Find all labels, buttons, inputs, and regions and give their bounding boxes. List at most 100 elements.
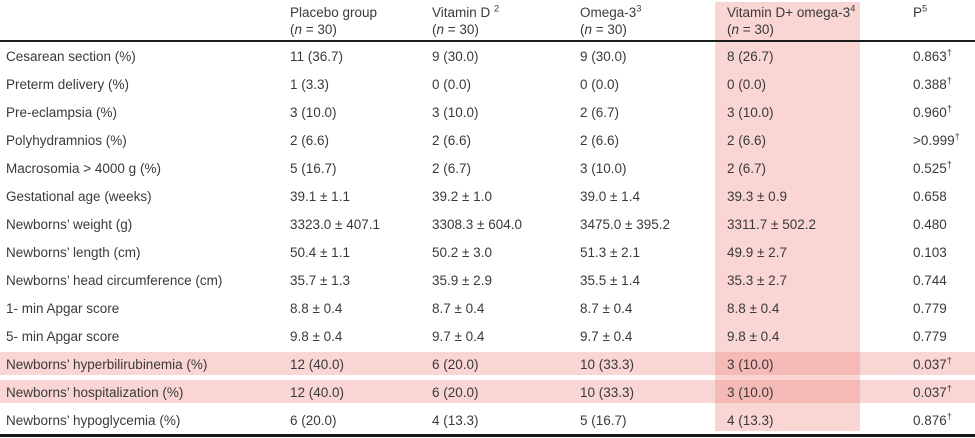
dagger-marker: † [946, 75, 952, 85]
value-cell: 39.2 ± 1.0 [432, 188, 492, 204]
value-cell: 9.8 ± 0.4 [727, 328, 780, 344]
row-label: Cesarean section (%) [6, 48, 136, 64]
col-header-empty [0, 0, 290, 42]
value-cell: 50.4 ± 1.1 [290, 244, 350, 260]
value-cell: 8.7 ± 0.4 [432, 300, 485, 316]
value-cell: 3 (10.0) [727, 104, 774, 120]
table-row: Newborns’ weight (g) 3323.0 ± 407.1 3308.3… [0, 210, 975, 238]
value-cell: 4 (13.3) [432, 406, 580, 437]
p-value-cell: 0.863† [913, 47, 952, 64]
value-cell: 35.9 ± 2.9 [432, 272, 492, 288]
value-cell: 35.7 ± 1.3 [290, 272, 350, 288]
row-label: 1- min Apgar score [6, 300, 120, 316]
value-cell: 50.2 ± 3.0 [432, 244, 492, 260]
table-row: Polyhydramnios (%) 2 (6.6) 2 (6.6) 2 (6.6) 2… [0, 126, 975, 154]
value-cell: 8.7 ± 0.4 [580, 300, 633, 316]
value-cell: 3323.0 ± 407.1 [290, 216, 380, 232]
footnote-marker: 5 [922, 3, 928, 14]
value-cell: 2 (6.6) [290, 132, 330, 148]
value-cell: 3 (10.0) [727, 356, 774, 372]
table-row: Newborns’ hypoglycemia (%) 6 (20.0) 4 (13.… [0, 406, 975, 437]
value-cell: 9.8 ± 0.4 [290, 328, 343, 344]
row-label: Newborns’ hospitalization (%) [6, 384, 184, 400]
value-cell: 2 (6.7) [432, 160, 472, 176]
table-row: 5- min Apgar score 9.8 ± 0.4 9.7 ± 0.4 9.7 … [0, 322, 975, 350]
p-value-cell: 0.480 [913, 216, 947, 232]
value-cell: 6 (20.0) [432, 356, 479, 372]
row-label: Newborns’ weight (g) [6, 216, 133, 232]
col-header-vitamin-d-omega-3: Vitamin D+ omega-34 (n = 30) [727, 0, 905, 42]
p-value-cell: 0.779 [913, 328, 947, 344]
value-cell: 8 (26.7) [727, 48, 774, 64]
row-label: Polyhydramnios (%) [6, 132, 127, 148]
value-cell: 3311.7 ± 502.2 [727, 216, 816, 232]
value-cell: 3308.3 ± 604.0 [432, 216, 522, 232]
value-cell: 0 (0.0) [580, 76, 620, 92]
value-cell: 3 (10.0) [290, 104, 337, 120]
value-cell: 4 (13.3) [727, 406, 905, 437]
value-cell: 8.8 ± 0.4 [727, 300, 780, 316]
table-body: Cesarean section (%) 11 (36.7) 9 (30.0) 9 (… [0, 41, 975, 437]
value-cell: 6 (20.0) [432, 384, 479, 400]
value-cell: 9.7 ± 0.4 [432, 328, 485, 344]
highlight-row-hospitalization [0, 380, 975, 403]
table-row: 1- min Apgar score 8.8 ± 0.4 8.7 ± 0.4 8.7 … [0, 294, 975, 322]
p-value-cell: 0.525† [913, 159, 952, 176]
table-row: Pre-eclampsia (%) 3 (10.0) 3 (10.0) 2 (6.7)… [0, 98, 975, 126]
value-cell: 6 (20.0) [290, 406, 432, 437]
value-cell: 3 (10.0) [727, 384, 774, 400]
value-cell: 35.3 ± 2.7 [727, 272, 787, 288]
col-header-placebo: Placebo group (n = 30) [290, 0, 432, 42]
value-cell: 10 (33.3) [580, 384, 635, 400]
value-cell: 5 (16.7) [580, 406, 727, 437]
row-label: Newborns’ length (cm) [6, 244, 141, 260]
table-row-highlighted: Newborns’ hyperbilirubinemia (%) 12 (40.0… [0, 350, 975, 378]
value-cell: 1 (3.3) [290, 76, 330, 92]
value-cell: 12 (40.0) [290, 384, 345, 400]
table-row: Gestational age (weeks) 39.1 ± 1.1 39.2 ± … [0, 182, 975, 210]
value-cell: 2 (6.6) [580, 132, 620, 148]
table-row: Newborns’ length (cm) 50.4 ± 1.1 50.2 ± 3.… [0, 238, 975, 266]
value-cell: 51.3 ± 2.1 [580, 244, 640, 260]
p-value-cell: 0.388† [913, 75, 952, 92]
value-cell: 11 (36.7) [290, 48, 344, 64]
col-header-label: Omega-3 [580, 5, 637, 20]
value-cell: 3475.0 ± 395.2 [580, 216, 670, 232]
row-label: 5- min Apgar score [6, 328, 120, 344]
dagger-marker: † [946, 411, 952, 421]
value-cell: 5 (16.7) [290, 160, 337, 176]
col-header-label: P [913, 5, 923, 20]
row-label: Gestational age (weeks) [6, 188, 152, 204]
dagger-marker: † [946, 383, 952, 393]
value-cell: 0 (0.0) [727, 76, 767, 92]
p-value-cell: 0.876† [905, 406, 975, 437]
row-label: Pre-eclampsia (%) [6, 104, 118, 120]
highlight-row-hyperbilirubinemia [0, 352, 975, 375]
footnote-marker: 2 [494, 3, 500, 14]
value-cell: 10 (33.3) [580, 356, 635, 372]
p-value-cell: 0.037† [913, 355, 952, 372]
footnote-marker: 4 [850, 3, 856, 14]
value-cell: 35.5 ± 1.4 [580, 272, 640, 288]
p-value-cell: 0.103 [913, 244, 947, 260]
p-value-cell: 0.744 [913, 272, 947, 288]
table-row: Macrosomia > 4000 g (%) 5 (16.7) 2 (6.7) 3 … [0, 154, 975, 182]
value-cell: 3 (10.0) [580, 160, 627, 176]
value-cell: 39.3 ± 0.9 [727, 188, 787, 204]
col-header-label: Placebo group [290, 5, 378, 20]
value-cell: 3 (10.0) [432, 104, 479, 120]
p-value-cell: 0.779 [913, 300, 947, 316]
value-cell: 12 (40.0) [290, 356, 345, 372]
value-cell: 49.9 ± 2.7 [727, 244, 787, 260]
dagger-marker: † [946, 159, 952, 169]
value-cell: 9.7 ± 0.4 [580, 328, 633, 344]
p-value-cell: 0.658 [913, 188, 947, 204]
p-value-cell: >0.999† [913, 131, 960, 148]
row-label: Preterm delivery (%) [6, 76, 130, 92]
dagger-marker: † [946, 355, 952, 365]
highlight-column-vitamin-d-omega3 [715, 2, 860, 431]
footnote-marker: 3 [636, 3, 642, 14]
col-header-label: Vitamin D [432, 5, 495, 20]
